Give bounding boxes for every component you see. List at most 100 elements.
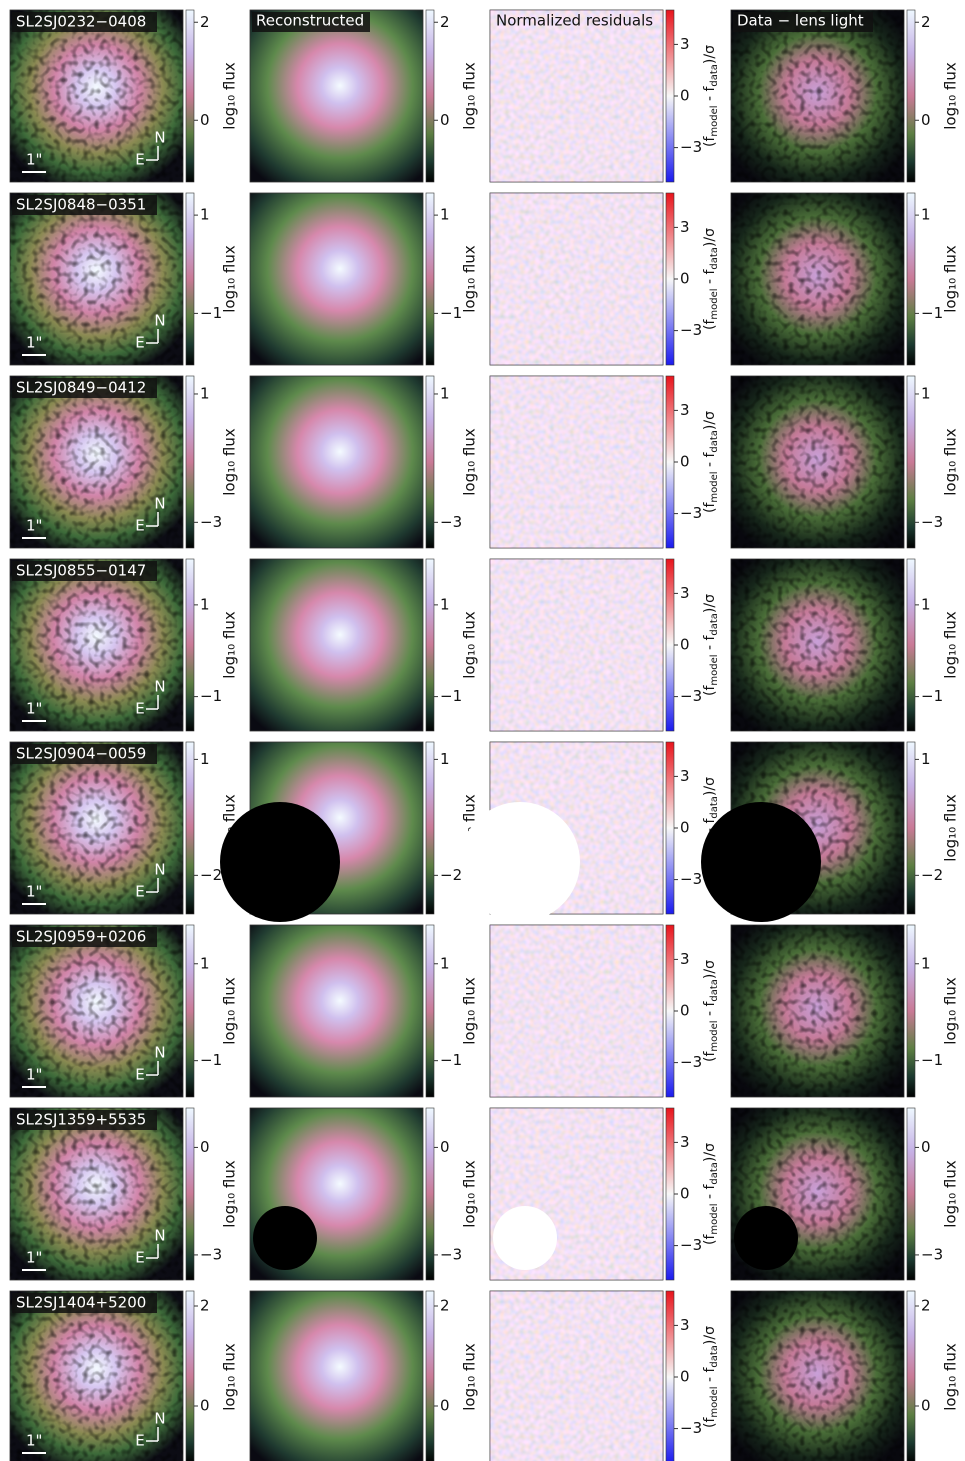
- compass-east: E: [135, 700, 144, 718]
- colorbar-label: log₁₀ flux: [221, 611, 239, 679]
- label-part: )/σ: [702, 411, 718, 430]
- label-part: )/σ: [702, 594, 718, 613]
- mask: [220, 802, 340, 922]
- compass-north: N: [154, 861, 165, 879]
- image-panel: [250, 559, 423, 731]
- tick-label: 3: [680, 584, 690, 602]
- row-name: SL2SJ0855−0147: [16, 562, 146, 580]
- label-part: data: [709, 430, 720, 453]
- label-part: data: [709, 64, 720, 87]
- scale-bar-label: 1": [26, 517, 42, 535]
- compass-east: E: [135, 1066, 144, 1084]
- tick-label: −2: [440, 866, 462, 884]
- tick-label: 3: [680, 401, 690, 419]
- compass-east: E: [135, 883, 144, 901]
- tick-label: 0: [680, 87, 690, 105]
- tick-label: −1: [921, 304, 943, 322]
- tick-label: 0: [200, 111, 210, 129]
- colorbar-label: log₁₀ flux: [461, 977, 479, 1045]
- noise: [490, 559, 663, 731]
- scale-bar-label: 1": [26, 1066, 42, 1084]
- tick-label: 3: [680, 35, 690, 53]
- noise: [490, 10, 663, 182]
- label-part: model: [709, 288, 720, 319]
- tick-label: 0: [921, 1138, 931, 1156]
- tick-label: 1: [921, 206, 931, 224]
- colorbar-label: log₁₀ flux: [942, 611, 960, 679]
- tick-label: −1: [200, 1051, 222, 1069]
- tick-label: 1: [440, 384, 450, 402]
- noise: [490, 193, 663, 365]
- compass-east: E: [135, 1432, 144, 1450]
- colorbar-label: log₁₀ flux: [942, 428, 960, 496]
- tick-label: −3: [680, 687, 702, 705]
- tick-label: 3: [680, 767, 690, 785]
- row-name: SL2SJ0849−0412: [16, 379, 146, 397]
- label-part: data: [709, 247, 720, 270]
- colorbar: [666, 10, 674, 182]
- row-name: SL2SJ1359+5535: [16, 1111, 146, 1129]
- image-panel: [250, 10, 423, 182]
- colorbar: [666, 925, 674, 1097]
- colorbar: [666, 742, 674, 914]
- tick-label: 2: [921, 13, 931, 31]
- tick-label: −3: [921, 1245, 943, 1263]
- colorbar-label: (fmodel - fdata)/σ: [702, 228, 720, 330]
- colorbar: [426, 559, 434, 731]
- colorbar: [426, 925, 434, 1097]
- colorbar: [907, 376, 915, 548]
- row-name: SL2SJ0848−0351: [16, 196, 146, 214]
- tick-label: −1: [921, 1051, 943, 1069]
- colorbar: [186, 193, 194, 365]
- label-part: )/σ: [702, 228, 718, 247]
- tick-label: 3: [680, 1133, 690, 1151]
- tick-label: 1: [440, 954, 450, 972]
- colorbar: [186, 559, 194, 731]
- colorbar-label: log₁₀ flux: [942, 245, 960, 313]
- tick-label: 0: [921, 111, 931, 129]
- colorbar-label: log₁₀ flux: [221, 428, 239, 496]
- colorbar: [426, 742, 434, 914]
- scale-bar-label: 1": [26, 700, 42, 718]
- tick-label: −3: [680, 1053, 702, 1071]
- mask: [734, 1206, 798, 1270]
- colorbar-label: log₁₀ flux: [942, 794, 960, 862]
- column-title: Data − lens light: [737, 12, 864, 30]
- tick-label: 0: [680, 270, 690, 288]
- colorbar-label: (fmodel - fdata)/σ: [702, 411, 720, 513]
- noise: [731, 193, 904, 365]
- colorbar: [666, 1108, 674, 1280]
- compass-north: N: [154, 495, 165, 513]
- compass-north: N: [154, 678, 165, 696]
- image-panel: [250, 376, 423, 548]
- colorbar: [907, 559, 915, 731]
- tick-label: −1: [200, 304, 222, 322]
- label-part: model: [709, 1203, 720, 1234]
- tick-label: −3: [440, 513, 462, 531]
- colorbar-label: log₁₀ flux: [942, 1160, 960, 1228]
- colorbar-label: log₁₀ flux: [221, 1343, 239, 1411]
- colorbar: [426, 376, 434, 548]
- label-part: model: [709, 105, 720, 136]
- scale-bar-label: 1": [26, 1432, 42, 1450]
- tick-label: 2: [440, 13, 450, 31]
- label-part: )/σ: [702, 45, 718, 64]
- colorbar-label: log₁₀ flux: [942, 1343, 960, 1411]
- tick-label: 3: [680, 1316, 690, 1334]
- colorbar: [426, 10, 434, 182]
- compass-north: N: [154, 1044, 165, 1062]
- colorbar-label: log₁₀ flux: [461, 611, 479, 679]
- colorbar: [186, 10, 194, 182]
- image-panel: [250, 925, 423, 1097]
- tick-label: 0: [921, 1397, 931, 1415]
- tick-label: −1: [440, 304, 462, 322]
- label-part: )/σ: [702, 777, 718, 796]
- tick-label: −1: [921, 687, 943, 705]
- noise: [731, 376, 904, 548]
- compass-north: N: [154, 1227, 165, 1245]
- tick-label: −3: [680, 1236, 702, 1254]
- mask: [460, 802, 580, 922]
- tick-label: 1: [440, 206, 450, 224]
- colorbar: [426, 193, 434, 365]
- colorbar-label: log₁₀ flux: [221, 62, 239, 130]
